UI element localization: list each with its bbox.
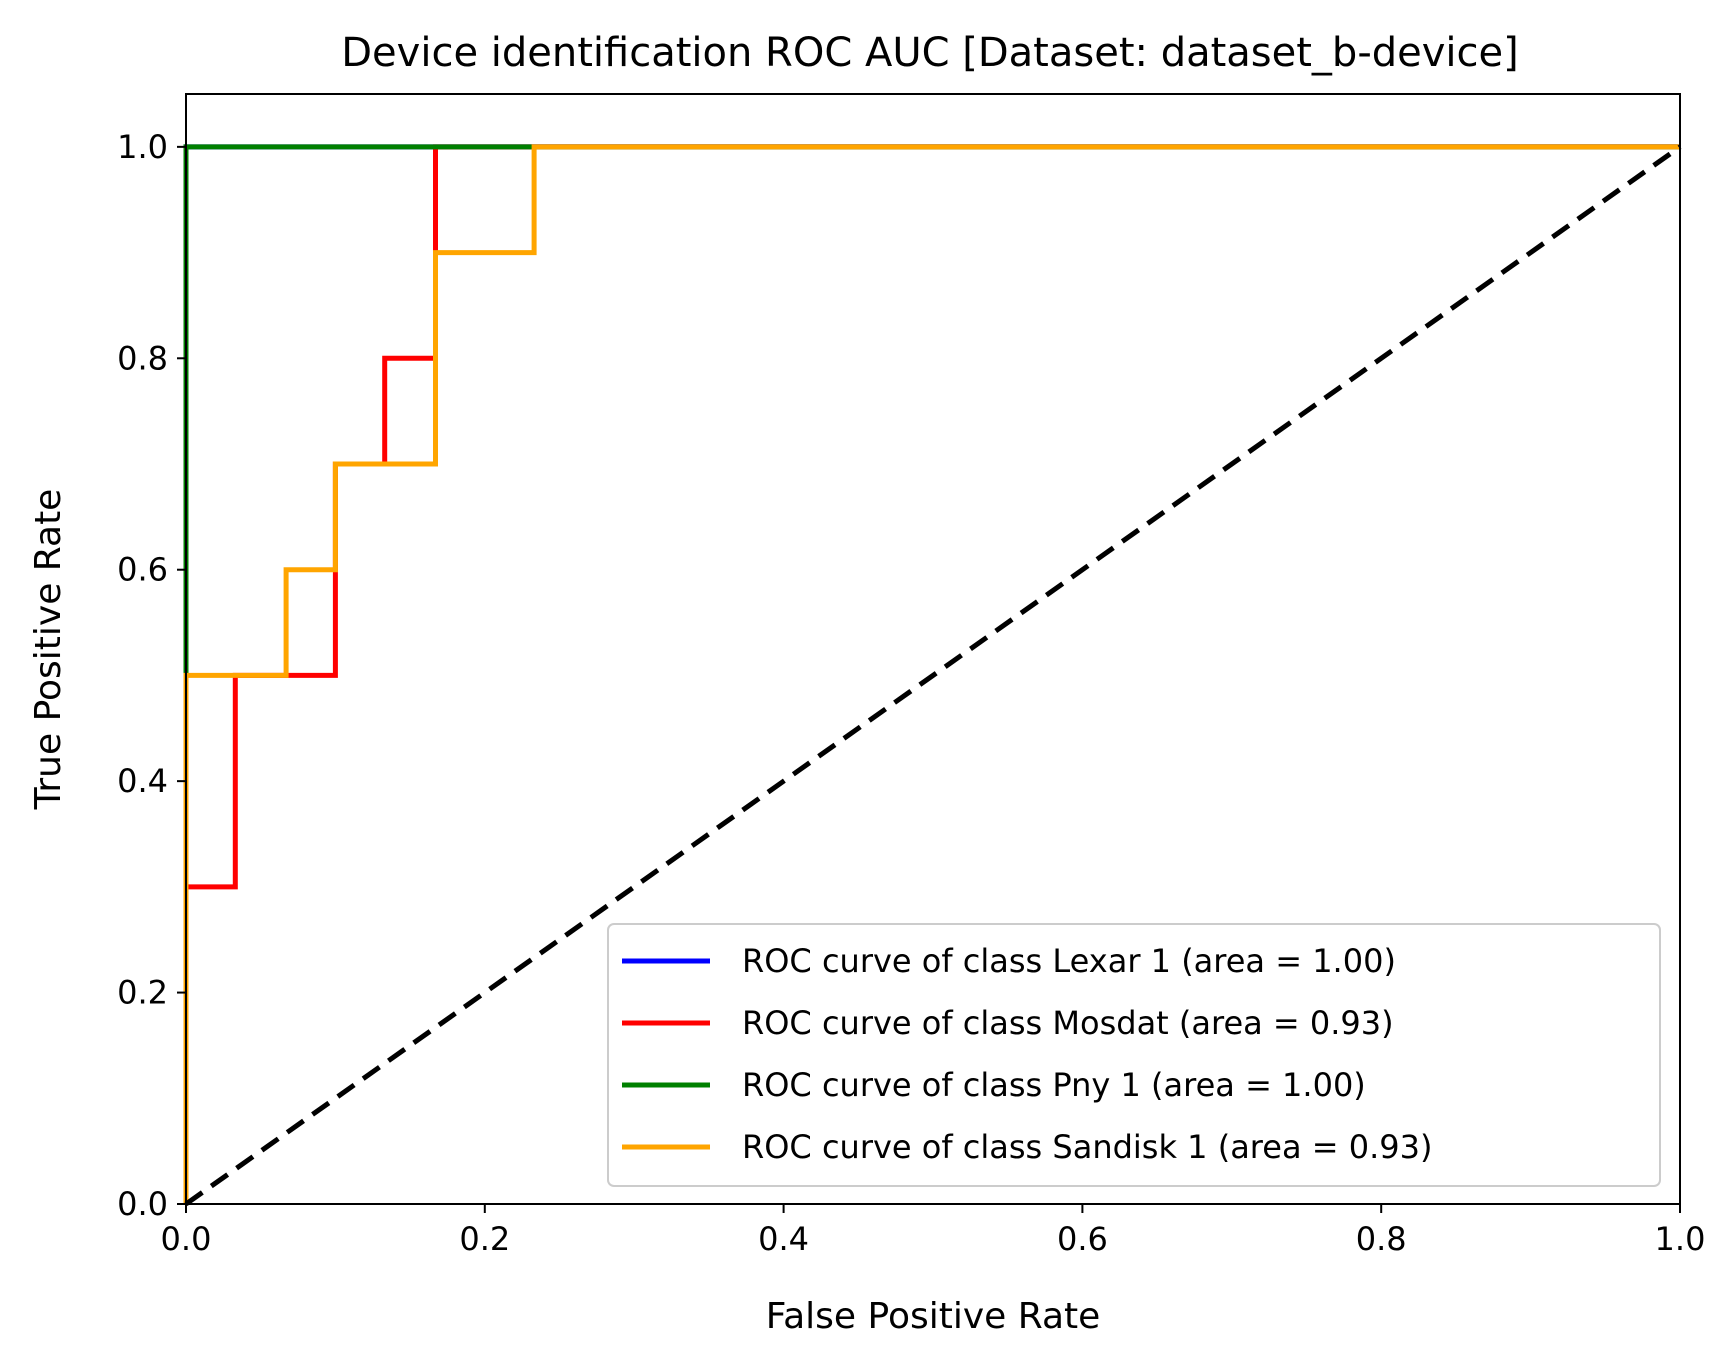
x-tick-label: 0.6 [1057, 1220, 1108, 1258]
y-tick-label: 1.0 [117, 128, 168, 166]
legend-label-2: ROC curve of class Pny 1 (area = 1.00) [742, 1066, 1366, 1104]
axes-frame [185, 93, 1681, 1205]
chart-title: Device identification ROC AUC [Dataset: … [341, 30, 1519, 76]
legend: ROC curve of class Lexar 1 (area = 1.00)… [607, 923, 1661, 1187]
series-line-3 [183, 144, 1680, 1204]
legend-label-1: ROC curve of class Mosdat (area = 0.93) [742, 1004, 1394, 1042]
x-tick-label: 0.4 [758, 1220, 809, 1258]
x-tick-label: 0.0 [161, 1220, 212, 1258]
x-axis-label: False Positive Rate [766, 1296, 1101, 1337]
legend-label-0: ROC curve of class Lexar 1 (area = 1.00) [742, 942, 1396, 980]
x-tick-label: 0.8 [1356, 1220, 1407, 1258]
legend-label-3: ROC curve of class Sandisk 1 (area = 0.9… [742, 1128, 1432, 1166]
x-tick-label: 0.2 [459, 1220, 510, 1258]
x-tick-label: 1.0 [1655, 1220, 1706, 1258]
y-tick-label: 0.4 [117, 762, 168, 800]
legend-box [607, 923, 1661, 1187]
y-tick-label: 0.0 [117, 1185, 168, 1223]
axis-ticks: 0.0 0.2 0.4 0.6 0.8 1.0 0.0 0.2 0.4 0.6 0.8 1.0 [117, 128, 1705, 1258]
y-tick-label: 0.6 [117, 551, 168, 589]
reference-diagonal-line [184, 144, 1682, 1207]
y-tick-label: 0.8 [117, 339, 168, 377]
y-tick-label: 0.2 [117, 974, 168, 1012]
y-axis-label: True Positive Rate [28, 489, 69, 811]
